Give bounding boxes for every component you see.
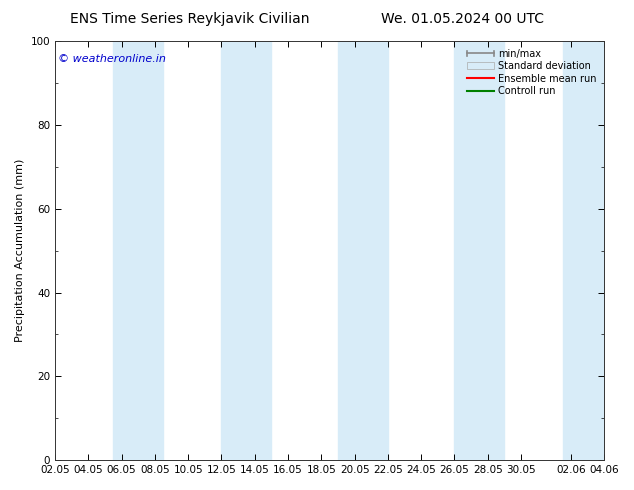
Bar bbox=[562, 41, 604, 460]
Text: ENS Time Series Reykjavik Civilian: ENS Time Series Reykjavik Civilian bbox=[70, 12, 310, 26]
Text: © weatheronline.in: © weatheronline.in bbox=[58, 53, 165, 64]
Bar bbox=[455, 41, 504, 460]
Y-axis label: Precipitation Accumulation (mm): Precipitation Accumulation (mm) bbox=[15, 159, 25, 343]
Bar bbox=[338, 41, 388, 460]
Text: We. 01.05.2024 00 UTC: We. 01.05.2024 00 UTC bbox=[381, 12, 545, 26]
Legend: min/max, Standard deviation, Ensemble mean run, Controll run: min/max, Standard deviation, Ensemble me… bbox=[464, 46, 599, 99]
Bar bbox=[221, 41, 271, 460]
Bar bbox=[113, 41, 163, 460]
